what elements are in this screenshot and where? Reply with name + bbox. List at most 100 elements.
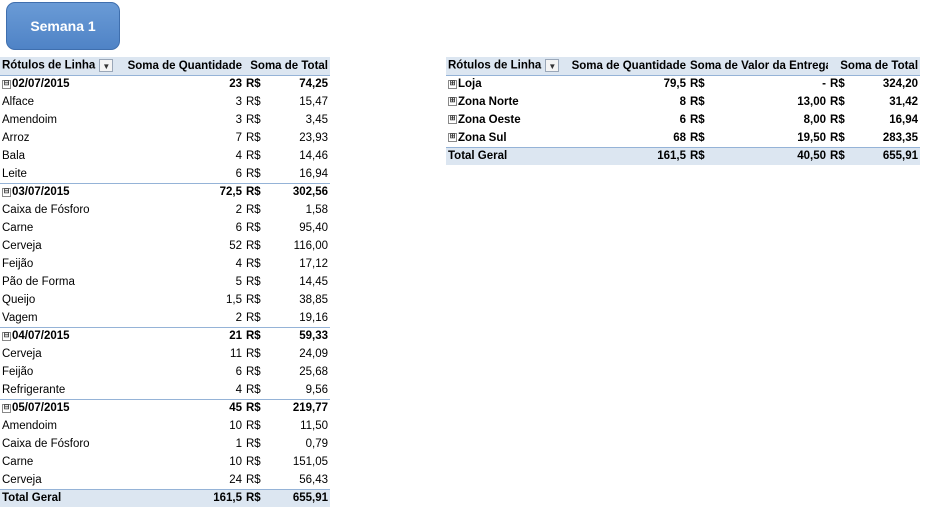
currency-symbol: R$ bbox=[244, 398, 274, 417]
item-label: Cerveja bbox=[2, 240, 42, 252]
item-total: 56,43 bbox=[299, 473, 328, 486]
item-row[interactable]: Cerveja 11 R$ 24,09 bbox=[0, 345, 330, 363]
zone-label-cell: ⊞ Zona Oeste bbox=[446, 111, 560, 129]
grand-total-value: 655,91 bbox=[274, 488, 330, 507]
item-total: 1,58 bbox=[305, 204, 328, 216]
item-row[interactable]: Pão de Forma 5 R$ 14,45 bbox=[0, 273, 330, 291]
currency-symbol: R$ bbox=[246, 96, 261, 108]
row-labels-header-text: Rótulos de Linha bbox=[448, 59, 542, 72]
item-row[interactable]: Carne 10 R$ 151,05 bbox=[0, 453, 330, 471]
collapse-toggle-icon[interactable]: ⊟ bbox=[2, 403, 11, 413]
zone-row[interactable]: ⊞ Zona Oeste 6 R$ 8,00 R$ 16,94 bbox=[446, 111, 920, 129]
item-row[interactable]: Alface 3 R$ 15,47 bbox=[0, 93, 330, 111]
date-group-label-cell: ⊟ 04/07/2015 bbox=[0, 326, 120, 345]
group-qty: 21 bbox=[120, 326, 244, 345]
group-total: 302,56 bbox=[274, 182, 330, 201]
zone-row[interactable]: ⊞ Zona Sul 68 R$ 19,50 R$ 283,35 bbox=[446, 129, 920, 147]
item-row[interactable]: Refrigerante 4 R$ 9,56 bbox=[0, 381, 330, 399]
expand-toggle-icon[interactable]: ⊞ bbox=[448, 115, 457, 125]
currency-symbol: R$ bbox=[246, 204, 261, 216]
item-qty: 11 bbox=[230, 348, 242, 360]
item-label: Leite bbox=[2, 167, 27, 180]
currency-symbol: R$ bbox=[244, 74, 274, 93]
date-group-row[interactable]: ⊟ 02/07/2015 23 R$ 74,25 bbox=[0, 74, 330, 93]
zone-row[interactable]: ⊞ Zona Norte 8 R$ 13,00 R$ 31,42 bbox=[446, 93, 920, 111]
item-total: 24,09 bbox=[299, 348, 328, 360]
item-label: Amendoim bbox=[2, 114, 57, 126]
date-group-row[interactable]: ⊟ 04/07/2015 21 R$ 59,33 bbox=[0, 326, 330, 345]
currency-symbol: R$ bbox=[690, 78, 705, 91]
grand-total-delivery: 40,50 bbox=[718, 146, 829, 165]
item-row[interactable]: Vagem 2 R$ 19,16 bbox=[0, 309, 330, 327]
item-row[interactable]: Bala 4 R$ 14,46 bbox=[0, 147, 330, 165]
item-row[interactable]: Carne 6 R$ 95,40 bbox=[0, 219, 330, 237]
item-total: 14,46 bbox=[299, 150, 328, 162]
item-row[interactable]: Arroz 7 R$ 23,93 bbox=[0, 129, 330, 147]
item-qty: 10 bbox=[229, 456, 242, 468]
item-total: 19,16 bbox=[299, 311, 328, 324]
item-row[interactable]: Amendoim 10 R$ 11,50 bbox=[0, 417, 330, 435]
item-row[interactable]: Queijo 1,5 R$ 38,85 bbox=[0, 291, 330, 309]
item-total: 15,47 bbox=[299, 96, 328, 108]
item-row[interactable]: Cerveja 52 R$ 116,00 bbox=[0, 237, 330, 255]
item-label: Amendoim bbox=[2, 420, 57, 432]
filter-dropdown-icon[interactable]: ▼ bbox=[545, 59, 560, 73]
grand-total-label: Total Geral bbox=[446, 146, 560, 165]
zone-label-cell: ⊞ Zona Sul bbox=[446, 129, 560, 147]
item-row[interactable]: Feijão 6 R$ 25,68 bbox=[0, 363, 330, 381]
item-row[interactable]: Cerveja 24 R$ 56,43 bbox=[0, 471, 330, 489]
currency-symbol: R$ bbox=[690, 131, 705, 144]
currency-symbol: R$ bbox=[246, 383, 261, 396]
item-row[interactable]: Feijão 4 R$ 17,12 bbox=[0, 255, 330, 273]
item-qty: 10 bbox=[229, 420, 242, 432]
currency-symbol: R$ bbox=[246, 167, 261, 180]
expand-toggle-icon[interactable]: ⊞ bbox=[448, 97, 457, 107]
delivery-sum-header: Soma de Valor da Entrega bbox=[688, 57, 829, 76]
item-qty: 6 bbox=[235, 167, 242, 180]
grand-total-label: Total Geral bbox=[0, 488, 120, 507]
expand-toggle-icon[interactable]: ⊞ bbox=[448, 133, 457, 143]
item-total: 0,79 bbox=[305, 438, 328, 450]
expand-toggle-icon[interactable]: ⊞ bbox=[448, 79, 457, 89]
filter-dropdown-icon[interactable]: ▼ bbox=[99, 59, 114, 73]
item-row[interactable]: Leite 6 R$ 16,94 bbox=[0, 165, 330, 183]
zone-row[interactable]: ⊞ Loja 79,5 R$ - R$ 324,20 bbox=[446, 75, 920, 93]
date-group-row[interactable]: ⊟ 03/07/2015 72,5 R$ 302,56 bbox=[0, 182, 330, 201]
pivot-body: ⊟ 02/07/2015 23 R$ 74,25 Alface 3 R$ 15,47 Amendo… bbox=[0, 74, 330, 507]
item-qty: 3 bbox=[235, 114, 242, 126]
item-row[interactable]: Caixa de Fósforo 2 R$ 1,58 bbox=[0, 201, 330, 219]
item-total: 95,40 bbox=[299, 222, 328, 234]
zone-delivery: 8,00 bbox=[803, 114, 827, 126]
zone-label: Zona Norte bbox=[458, 96, 519, 108]
item-row[interactable]: Caixa de Fósforo 1 R$ 0,79 bbox=[0, 435, 330, 453]
item-label: Cerveja bbox=[2, 348, 42, 360]
item-qty: 5 bbox=[235, 276, 242, 288]
currency-symbol: R$ bbox=[246, 222, 261, 234]
currency-symbol: R$ bbox=[246, 276, 261, 288]
date-group-label-cell: ⊟ 03/07/2015 bbox=[0, 182, 120, 201]
item-total: 116,00 bbox=[293, 240, 328, 252]
item-label: Refrigerante bbox=[2, 383, 66, 396]
qty-sum-header: Soma de Quantidade bbox=[560, 57, 688, 76]
item-label: Arroz bbox=[2, 132, 30, 144]
item-qty: 3 bbox=[235, 96, 242, 108]
collapse-toggle-icon[interactable]: ⊟ bbox=[2, 187, 11, 197]
item-total: 16,94 bbox=[299, 167, 328, 180]
date-group-label: 02/07/2015 bbox=[12, 78, 70, 91]
item-total: 38,85 bbox=[299, 294, 328, 306]
item-qty: 4 bbox=[235, 258, 242, 270]
item-label: Feijão bbox=[2, 366, 34, 378]
row-labels-header: Rótulos de Linha ▼ bbox=[446, 57, 560, 76]
semana-1-slicer-button[interactable]: Semana 1 bbox=[6, 2, 120, 50]
zone-qty: 8 bbox=[679, 96, 686, 108]
collapse-toggle-icon[interactable]: ⊟ bbox=[2, 79, 11, 89]
collapse-toggle-icon[interactable]: ⊟ bbox=[2, 331, 11, 341]
zone-label-cell: ⊞ Zona Norte bbox=[446, 93, 560, 111]
date-group-label: 05/07/2015 bbox=[12, 402, 70, 415]
item-qty: 6 bbox=[235, 366, 242, 378]
item-label: Carne bbox=[2, 222, 34, 234]
date-group-row[interactable]: ⊟ 05/07/2015 45 R$ 219,77 bbox=[0, 398, 330, 417]
zone-label-cell: ⊞ Loja bbox=[446, 75, 560, 93]
item-row[interactable]: Amendoim 3 R$ 3,45 bbox=[0, 111, 330, 129]
pivot-body: ⊞ Loja 79,5 R$ - R$ 324,20 ⊞ Zona Norte 8 R$ 13,00 R… bbox=[446, 75, 921, 165]
